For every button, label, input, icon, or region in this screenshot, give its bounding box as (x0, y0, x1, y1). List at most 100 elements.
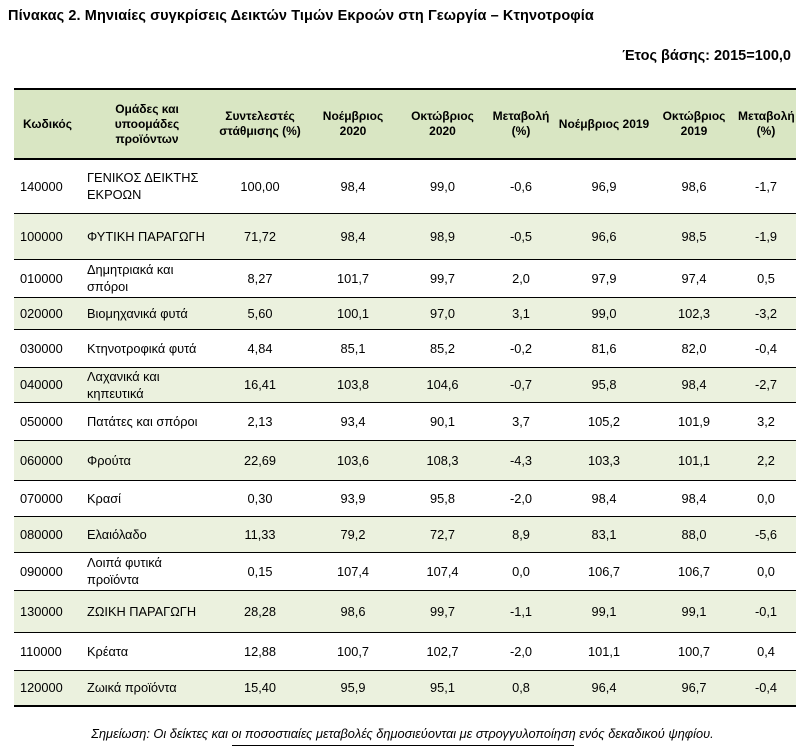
table-row: 090000 Λοιπά φυτικά προϊόντα 0,15 107,4 107,… (14, 552, 796, 591)
row-oct2020: 104,6 (399, 367, 486, 403)
row-nov2020: 95,9 (307, 670, 399, 707)
row-change-2019: 0,4 (736, 632, 796, 671)
row-nov2020: 93,4 (307, 402, 399, 441)
row-code: 040000 (14, 367, 81, 403)
row-oct2020: 99,7 (399, 590, 486, 633)
row-name: Πατάτες και σπόροι (81, 402, 213, 441)
row-oct2020: 108,3 (399, 440, 486, 481)
table-row: 020000 Βιομηχανικά φυτά 5,60 100,1 97,0 3,1 99… (14, 297, 796, 330)
row-oct2019: 98,6 (652, 159, 736, 214)
row-nov2019: 101,1 (556, 632, 652, 671)
row-nov2019: 96,4 (556, 670, 652, 707)
row-name: Κρασί (81, 480, 213, 517)
header-groups: Ομάδες και υποομάδες προϊόντων (81, 88, 213, 160)
table-row: 050000 Πατάτες και σπόροι 2,13 93,4 90,1 3,7 1… (14, 402, 796, 441)
row-nov2020: 100,7 (307, 632, 399, 671)
row-weight: 11,33 (213, 516, 307, 553)
row-oct2019: 101,1 (652, 440, 736, 481)
row-nov2020: 101,7 (307, 259, 399, 298)
table-row: 110000 Κρέατα 12,88 100,7 102,7 -2,0 101,1 100,… (14, 632, 796, 671)
row-oct2020: 99,7 (399, 259, 486, 298)
row-code: 070000 (14, 480, 81, 517)
row-code: 050000 (14, 402, 81, 441)
row-code: 060000 (14, 440, 81, 481)
row-change-2020: 3,7 (486, 402, 556, 441)
row-oct2020: 85,2 (399, 329, 486, 368)
row-nov2020: 100,1 (307, 297, 399, 330)
row-nov2019: 106,7 (556, 552, 652, 591)
row-oct2020: 98,9 (399, 213, 486, 260)
price-index-table: Κωδικός Ομάδες και υποομάδες προϊόντων Σ… (14, 88, 796, 707)
row-name: Ζωικά προϊόντα (81, 670, 213, 707)
row-nov2020: 98,6 (307, 590, 399, 633)
row-code: 100000 (14, 213, 81, 260)
row-nov2020: 79,2 (307, 516, 399, 553)
table-row: 060000 Φρούτα 22,69 103,6 108,3 -4,3 103,3 101,… (14, 440, 796, 481)
row-nov2020: 98,4 (307, 159, 399, 214)
row-oct2020: 107,4 (399, 552, 486, 591)
row-nov2019: 95,8 (556, 367, 652, 403)
row-oct2019: 98,4 (652, 367, 736, 403)
row-name: Βιομηχανικά φυτά (81, 297, 213, 330)
base-year-label: Έτος βάσης: 2015=100,0 (622, 48, 791, 64)
row-change-2019: -0,4 (736, 670, 796, 707)
header-nov2020: Νοέμβριος 2020 (307, 88, 399, 160)
row-nov2019: 96,6 (556, 213, 652, 260)
row-change-2019: 2,2 (736, 440, 796, 481)
row-code: 010000 (14, 259, 81, 298)
row-oct2019: 97,4 (652, 259, 736, 298)
row-change-2019: -3,2 (736, 297, 796, 330)
row-weight: 2,13 (213, 402, 307, 441)
table-row: 030000 Κτηνοτροφικά φυτά 4,84 85,1 85,2 -0,2 8… (14, 329, 796, 368)
header-weight: Συντελεστές στάθμισης (%) (213, 88, 307, 160)
row-change-2020: 0,0 (486, 552, 556, 591)
row-oct2019: 98,5 (652, 213, 736, 260)
row-nov2019: 81,6 (556, 329, 652, 368)
row-change-2019: -2,7 (736, 367, 796, 403)
row-change-2019: -5,6 (736, 516, 796, 553)
row-weight: 5,60 (213, 297, 307, 330)
row-nov2020: 103,6 (307, 440, 399, 481)
header-oct2020: Οκτώβριος 2020 (399, 88, 486, 160)
row-name: Φρούτα (81, 440, 213, 481)
table-row: 080000 Ελαιόλαδο 11,33 79,2 72,7 8,9 83,1 88,0-… (14, 516, 796, 553)
row-name: Κρέατα (81, 632, 213, 671)
row-change-2020: 3,1 (486, 297, 556, 330)
row-code: 110000 (14, 632, 81, 671)
table-row: 070000 Κρασί 0,30 93,9 95,8 -2,0 98,4 98,4 0,0 (14, 480, 796, 517)
row-name: ΓΕΝΙΚΟΣ ΔΕΙΚΤΗΣ ΕΚΡΟΩΝ (81, 159, 213, 214)
row-nov2019: 96,9 (556, 159, 652, 214)
row-weight: 8,27 (213, 259, 307, 298)
row-change-2020: -0,6 (486, 159, 556, 214)
row-oct2020: 90,1 (399, 402, 486, 441)
header-change-2019: Μεταβολή (%) (736, 88, 796, 160)
row-weight: 4,84 (213, 329, 307, 368)
row-oct2020: 97,0 (399, 297, 486, 330)
row-oct2019: 96,7 (652, 670, 736, 707)
table-row: 140000 ΓΕΝΙΚΟΣ ΔΕΙΚΤΗΣ ΕΚΡΟΩΝ 100,00 98,4 99… (14, 159, 796, 214)
row-nov2020: 98,4 (307, 213, 399, 260)
row-oct2019: 98,4 (652, 480, 736, 517)
row-change-2019: -1,7 (736, 159, 796, 214)
row-oct2020: 95,1 (399, 670, 486, 707)
row-change-2019: -0,4 (736, 329, 796, 368)
row-weight: 100,00 (213, 159, 307, 214)
row-nov2020: 93,9 (307, 480, 399, 517)
row-code: 140000 (14, 159, 81, 214)
row-oct2020: 95,8 (399, 480, 486, 517)
row-change-2020: 2,0 (486, 259, 556, 298)
row-nov2019: 99,1 (556, 590, 652, 633)
row-code: 030000 (14, 329, 81, 368)
row-change-2020: -2,0 (486, 632, 556, 671)
row-code: 080000 (14, 516, 81, 553)
header-nov2019: Νοέμβριος 2019 (556, 88, 652, 160)
row-oct2019: 88,0 (652, 516, 736, 553)
row-weight: 12,88 (213, 632, 307, 671)
footnote: Σημείωση: Οι δείκτες και οι ποσοστιαίες … (91, 726, 714, 741)
row-oct2019: 82,0 (652, 329, 736, 368)
row-change-2019: -1,9 (736, 213, 796, 260)
row-weight: 0,30 (213, 480, 307, 517)
row-oct2019: 101,9 (652, 402, 736, 441)
row-name: ΖΩΙΚΗ ΠΑΡΑΓΩΓΗ (81, 590, 213, 633)
table-row: 010000 Δημητριακά και σπόροι 8,27 101,7 99,7… (14, 259, 796, 298)
